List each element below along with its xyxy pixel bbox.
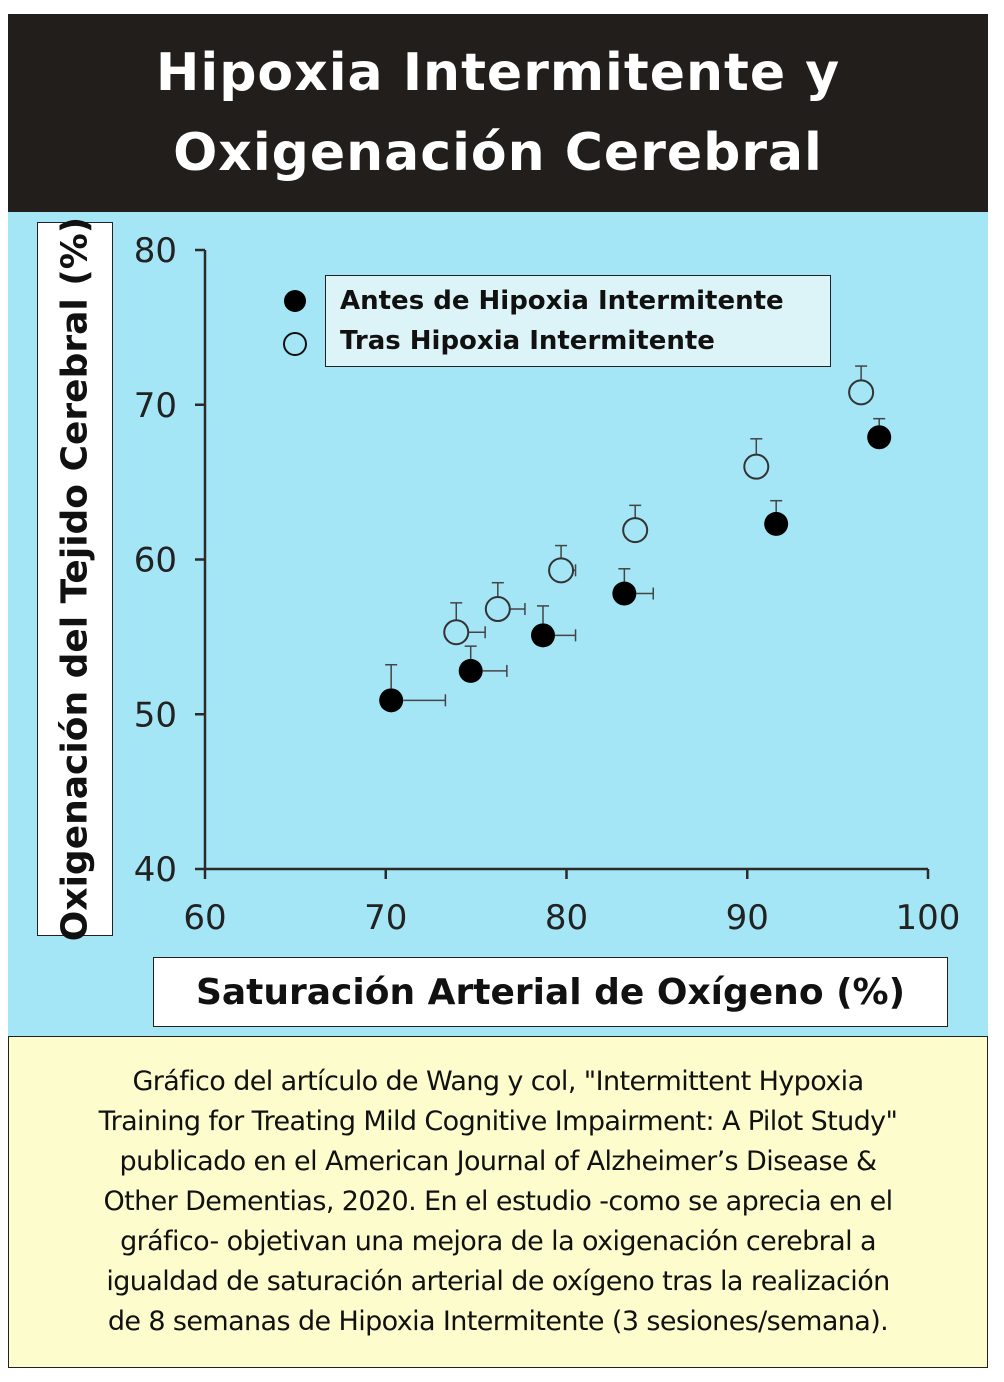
data-point-before — [867, 425, 892, 450]
data-point-before — [379, 688, 404, 713]
y-tick-label: 80 — [134, 231, 177, 271]
y-tick-label: 60 — [134, 541, 177, 581]
legend-entry-after: Tras Hipoxia Intermitente — [340, 326, 715, 356]
data-point-before — [531, 623, 556, 648]
data-point-before — [612, 581, 637, 606]
chart-axes: 40 50 60 70 80 60 70 80 90 100 — [134, 231, 961, 938]
y-tick-label: 70 — [134, 386, 177, 426]
y-tick-label: 50 — [134, 695, 177, 735]
legend-marker-filled — [284, 290, 306, 312]
scatter-chart: 40 50 60 70 80 60 70 80 90 100 — [134, 231, 961, 938]
x-tick-label: 80 — [545, 898, 588, 938]
page-title-line-2: Oxigenación Cerebral — [173, 123, 823, 183]
data-point-after — [848, 379, 875, 406]
page-title-line-1: Hipoxia Intermitente y — [155, 43, 841, 103]
page-header: Hipoxia Intermitente y Oxigenación Cereb… — [8, 14, 988, 212]
x-tick-label: 70 — [364, 898, 407, 938]
caption-line: igualdad de saturación arterial de oxíge… — [106, 1266, 890, 1297]
y-axis-label: Oxigenación del Tejido Cerebral (%) — [54, 216, 96, 942]
chart-marks — [379, 365, 892, 713]
x-tick-label: 100 — [896, 898, 961, 938]
x-axis-label: Saturación Arterial de Oxígeno (%) — [195, 971, 906, 1013]
y-tick-label: 40 — [134, 850, 177, 890]
data-point-after — [484, 596, 511, 623]
caption-line: Other Dementias, 2020. En el estudio -co… — [103, 1186, 893, 1217]
x-tick-label: 90 — [726, 898, 769, 938]
data-point-before — [764, 511, 789, 536]
data-point-after — [443, 619, 470, 646]
x-axis-label-box: Saturación Arterial de Oxígeno (%) — [153, 957, 948, 1027]
caption-line: Training for Treating Mild Cognitive Imp… — [98, 1106, 898, 1137]
caption-line: publicado en el American Journal of Alzh… — [119, 1146, 878, 1177]
chart-legend: Antes de Hipoxia Intermitente Tras Hipox… — [283, 275, 831, 367]
y-axis-label-box: Oxigenación del Tejido Cerebral (%) — [37, 217, 113, 941]
data-point-after — [548, 557, 575, 584]
caption-box: Gráfico del artículo de Wang y col, "Int… — [8, 1036, 988, 1368]
data-point-after — [622, 517, 649, 544]
caption-line: de 8 semanas de Hipoxia Intermitente (3 … — [107, 1306, 889, 1337]
legend-marker-open — [283, 332, 307, 356]
data-point-after — [743, 453, 770, 480]
caption-text: Gráfico del artículo de Wang y col, "Int… — [18, 1062, 978, 1342]
caption-line: gráfico- objetivan una mejora de la oxig… — [120, 1226, 876, 1257]
legend-entry-before: Antes de Hipoxia Intermitente — [340, 286, 784, 316]
data-point-before — [458, 658, 483, 683]
caption-line: Gráfico del artículo de Wang y col, "Int… — [132, 1066, 864, 1097]
x-tick-label: 60 — [183, 898, 226, 938]
